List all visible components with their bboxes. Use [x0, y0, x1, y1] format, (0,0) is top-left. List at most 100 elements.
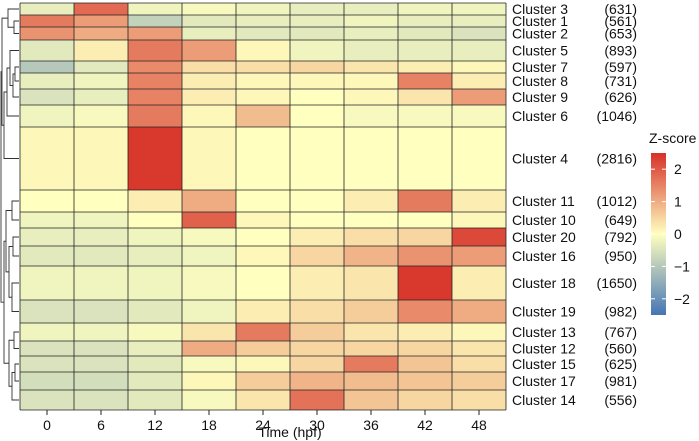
heatmap-cell	[344, 61, 398, 73]
heatmap-cell	[182, 323, 236, 341]
heatmap-cell	[74, 3, 128, 15]
heatmap-cell	[452, 323, 506, 341]
heatmap-cell	[74, 127, 128, 190]
heatmap-cell	[344, 372, 398, 390]
heatmap-cell	[182, 190, 236, 212]
heatmap-cell	[236, 15, 290, 27]
legend-ticks: 2 1 0 −1 −2	[651, 161, 690, 307]
heatmap-cell	[290, 190, 344, 212]
heatmap-cell	[236, 323, 290, 341]
row-label-count: (1012)	[597, 193, 637, 209]
heatmap-cell	[182, 372, 236, 390]
heatmap-cell	[20, 40, 74, 61]
heatmap-cell	[182, 27, 236, 40]
row-label-name: Cluster 6	[512, 108, 568, 124]
row-label-name: Cluster 9	[512, 89, 568, 105]
heatmap-cell	[74, 228, 128, 246]
heatmap-cell	[128, 390, 182, 410]
heatmap-cell	[398, 40, 452, 61]
heatmap-cell	[236, 356, 290, 372]
heatmap-cells	[20, 3, 506, 410]
heatmap-cell	[398, 390, 452, 410]
heatmap-cell	[128, 372, 182, 390]
heatmap-cell	[236, 372, 290, 390]
heatmap-cell	[452, 3, 506, 15]
heatmap-cell	[74, 323, 128, 341]
heatmap-cell	[182, 15, 236, 27]
heatmap-cell	[452, 27, 506, 40]
heatmap-cell	[452, 228, 506, 246]
heatmap-cell	[128, 89, 182, 105]
heatmap-cell	[290, 300, 344, 323]
heatmap-cell	[20, 246, 74, 266]
row-label-count: (560)	[604, 341, 637, 357]
row-label-name: Cluster 13	[512, 324, 576, 340]
x-tick-label: 12	[147, 417, 163, 433]
heatmap-cell	[344, 40, 398, 61]
heatmap-cell	[344, 3, 398, 15]
heatmap-cell	[236, 246, 290, 266]
heatmap-cell	[74, 61, 128, 73]
heatmap-cell	[20, 15, 74, 27]
heatmap-cell	[74, 246, 128, 266]
heatmap-cell	[344, 127, 398, 190]
dendrogram-branch	[3, 91, 19, 159]
heatmap-cell	[452, 127, 506, 190]
heatmap-cell	[182, 89, 236, 105]
heatmap-cell	[398, 246, 452, 266]
heatmap-cell	[74, 40, 128, 61]
heatmap-cell	[182, 127, 236, 190]
dendrogram-branch	[8, 339, 14, 387]
heatmap-cell	[128, 127, 182, 190]
heatmap-cell	[344, 300, 398, 323]
heatmap-cell	[182, 228, 236, 246]
heatmap-cell	[398, 190, 452, 212]
row-label-count: (631)	[604, 1, 637, 17]
row-label-name: Cluster 14	[512, 392, 576, 408]
heatmap-cell	[20, 356, 74, 372]
heatmap-cell	[128, 73, 182, 89]
heatmap-cell	[74, 212, 128, 228]
row-label-count: (597)	[604, 59, 637, 75]
heatmap-cell	[74, 15, 128, 27]
heatmap-cell	[20, 390, 74, 410]
heatmap-cell	[182, 246, 236, 266]
legend-tick-label: 1	[674, 194, 682, 210]
heatmap-cell	[398, 212, 452, 228]
heatmap-cell	[452, 190, 506, 212]
heatmap-cell	[344, 266, 398, 300]
row-label-name: Cluster 11	[512, 193, 575, 209]
heatmap-cell	[236, 40, 290, 61]
heatmap-cell	[128, 105, 182, 127]
heatmap-cell	[398, 15, 452, 27]
heatmap-cell	[236, 190, 290, 212]
heatmap-cell	[290, 105, 344, 127]
heatmap-cell	[398, 89, 452, 105]
heatmap-cell	[20, 105, 74, 127]
dendrogram-branch	[11, 200, 19, 221]
heatmap-cell	[452, 356, 506, 372]
row-label-count: (893)	[604, 43, 637, 59]
heatmap-cell	[344, 323, 398, 341]
row-label-count: (731)	[604, 73, 637, 89]
row-label-count: (653)	[604, 26, 637, 42]
row-label-name: Cluster 2	[512, 26, 568, 42]
heatmap-cell	[182, 300, 236, 323]
row-label-count: (626)	[604, 89, 637, 105]
x-tick-label: 36	[363, 417, 379, 433]
x-tick-label: 48	[471, 417, 487, 433]
x-tick-label: 18	[201, 417, 217, 433]
dendrogram-branch	[12, 73, 19, 98]
heatmap-cell	[452, 40, 506, 61]
heatmap-cell	[344, 190, 398, 212]
colorbar-gradient	[651, 153, 666, 315]
heatmap-cell	[290, 127, 344, 190]
dendrogram-branch	[7, 8, 19, 28]
heatmap-cell	[236, 300, 290, 323]
heatmap-cell	[236, 228, 290, 246]
row-label-count: (981)	[604, 373, 637, 389]
heatmap-grid	[19, 2, 507, 411]
heatmap-cell	[290, 356, 344, 372]
heatmap-cell	[74, 341, 128, 356]
heatmap-cell	[182, 61, 236, 73]
